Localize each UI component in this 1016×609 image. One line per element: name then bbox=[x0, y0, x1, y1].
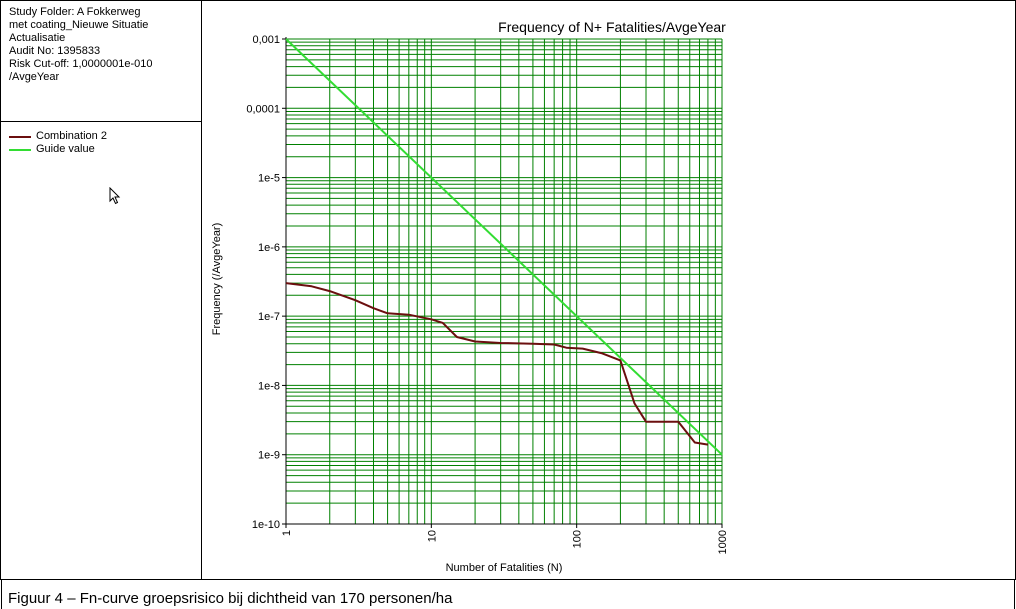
x-tick-label: 10 bbox=[426, 530, 438, 542]
y-axis-label: Frequency (/AvgeYear) bbox=[211, 223, 223, 336]
y-tick-label: 1e-5 bbox=[258, 173, 280, 185]
study-info: Study Folder: A Fokkerweg met coating_Ni… bbox=[1, 1, 201, 122]
chart-title: Frequency of N+ Fatalities/AvgeYear bbox=[498, 19, 726, 35]
chart-series bbox=[285, 38, 723, 456]
study-folder-line-3: Actualisatie bbox=[9, 32, 66, 44]
legend-swatch-combination-2 bbox=[9, 135, 31, 138]
plot-frame bbox=[285, 37, 722, 525]
x-tick-label: 1000 bbox=[717, 530, 729, 554]
y-tick-label: 1e-10 bbox=[252, 519, 280, 531]
legend-label: Combination 2 bbox=[36, 130, 107, 142]
legend-item-combination-2: Combination 2 bbox=[9, 130, 209, 143]
figure-caption: Figuur 4 – Fn-curve groepsrisico bij dic… bbox=[1, 580, 1015, 609]
chart-window: Study Folder: A Fokkerweg met coating_Ni… bbox=[0, 0, 1016, 580]
y-tick-label: 0,0001 bbox=[246, 103, 280, 115]
series-line-combination-2 bbox=[285, 282, 709, 446]
chart-grid bbox=[285, 38, 723, 525]
mouse-pointer-icon bbox=[109, 186, 121, 210]
audit-number: Audit No: 1395833 bbox=[9, 45, 101, 57]
study-folder-line: Study Folder: A Fokkerweg bbox=[9, 6, 141, 18]
legend-swatch-guide-value bbox=[9, 148, 31, 151]
legend: Combination 2 Guide value bbox=[1, 123, 209, 156]
x-tick-label: 1 bbox=[281, 530, 293, 536]
risk-cutoff: Risk Cut-off: 1,0000001e-010 bbox=[9, 58, 153, 70]
side-panel: Study Folder: A Fokkerweg met coating_Ni… bbox=[1, 1, 202, 580]
y-axis-ticks: 0,001 0,0001 1e-5 1e-6 1e-7 1e-8 1e-9 1e-10 bbox=[246, 34, 286, 531]
study-folder-line-2: met coating_Nieuwe Situatie bbox=[9, 19, 149, 31]
x-axis-label: Number of Fatalities (N) bbox=[446, 562, 563, 574]
x-axis-ticks: 1 10 100 1000 bbox=[281, 524, 729, 554]
x-tick-label: 100 bbox=[572, 530, 584, 548]
legend-item-guide-value: Guide value bbox=[9, 143, 209, 156]
risk-cutoff-unit: /AvgeYear bbox=[9, 71, 60, 83]
y-tick-label: 1e-7 bbox=[258, 311, 280, 323]
y-tick-label: 1e-6 bbox=[258, 242, 280, 254]
fn-chart: Frequency of N+ Fatalities/AvgeYear 0,00… bbox=[211, 19, 729, 574]
y-tick-label: 1e-9 bbox=[258, 450, 280, 462]
y-tick-label: 0,001 bbox=[252, 34, 280, 46]
y-tick-label: 1e-8 bbox=[258, 380, 280, 392]
series-line-guide-value bbox=[285, 38, 723, 456]
legend-label: Guide value bbox=[36, 143, 95, 155]
